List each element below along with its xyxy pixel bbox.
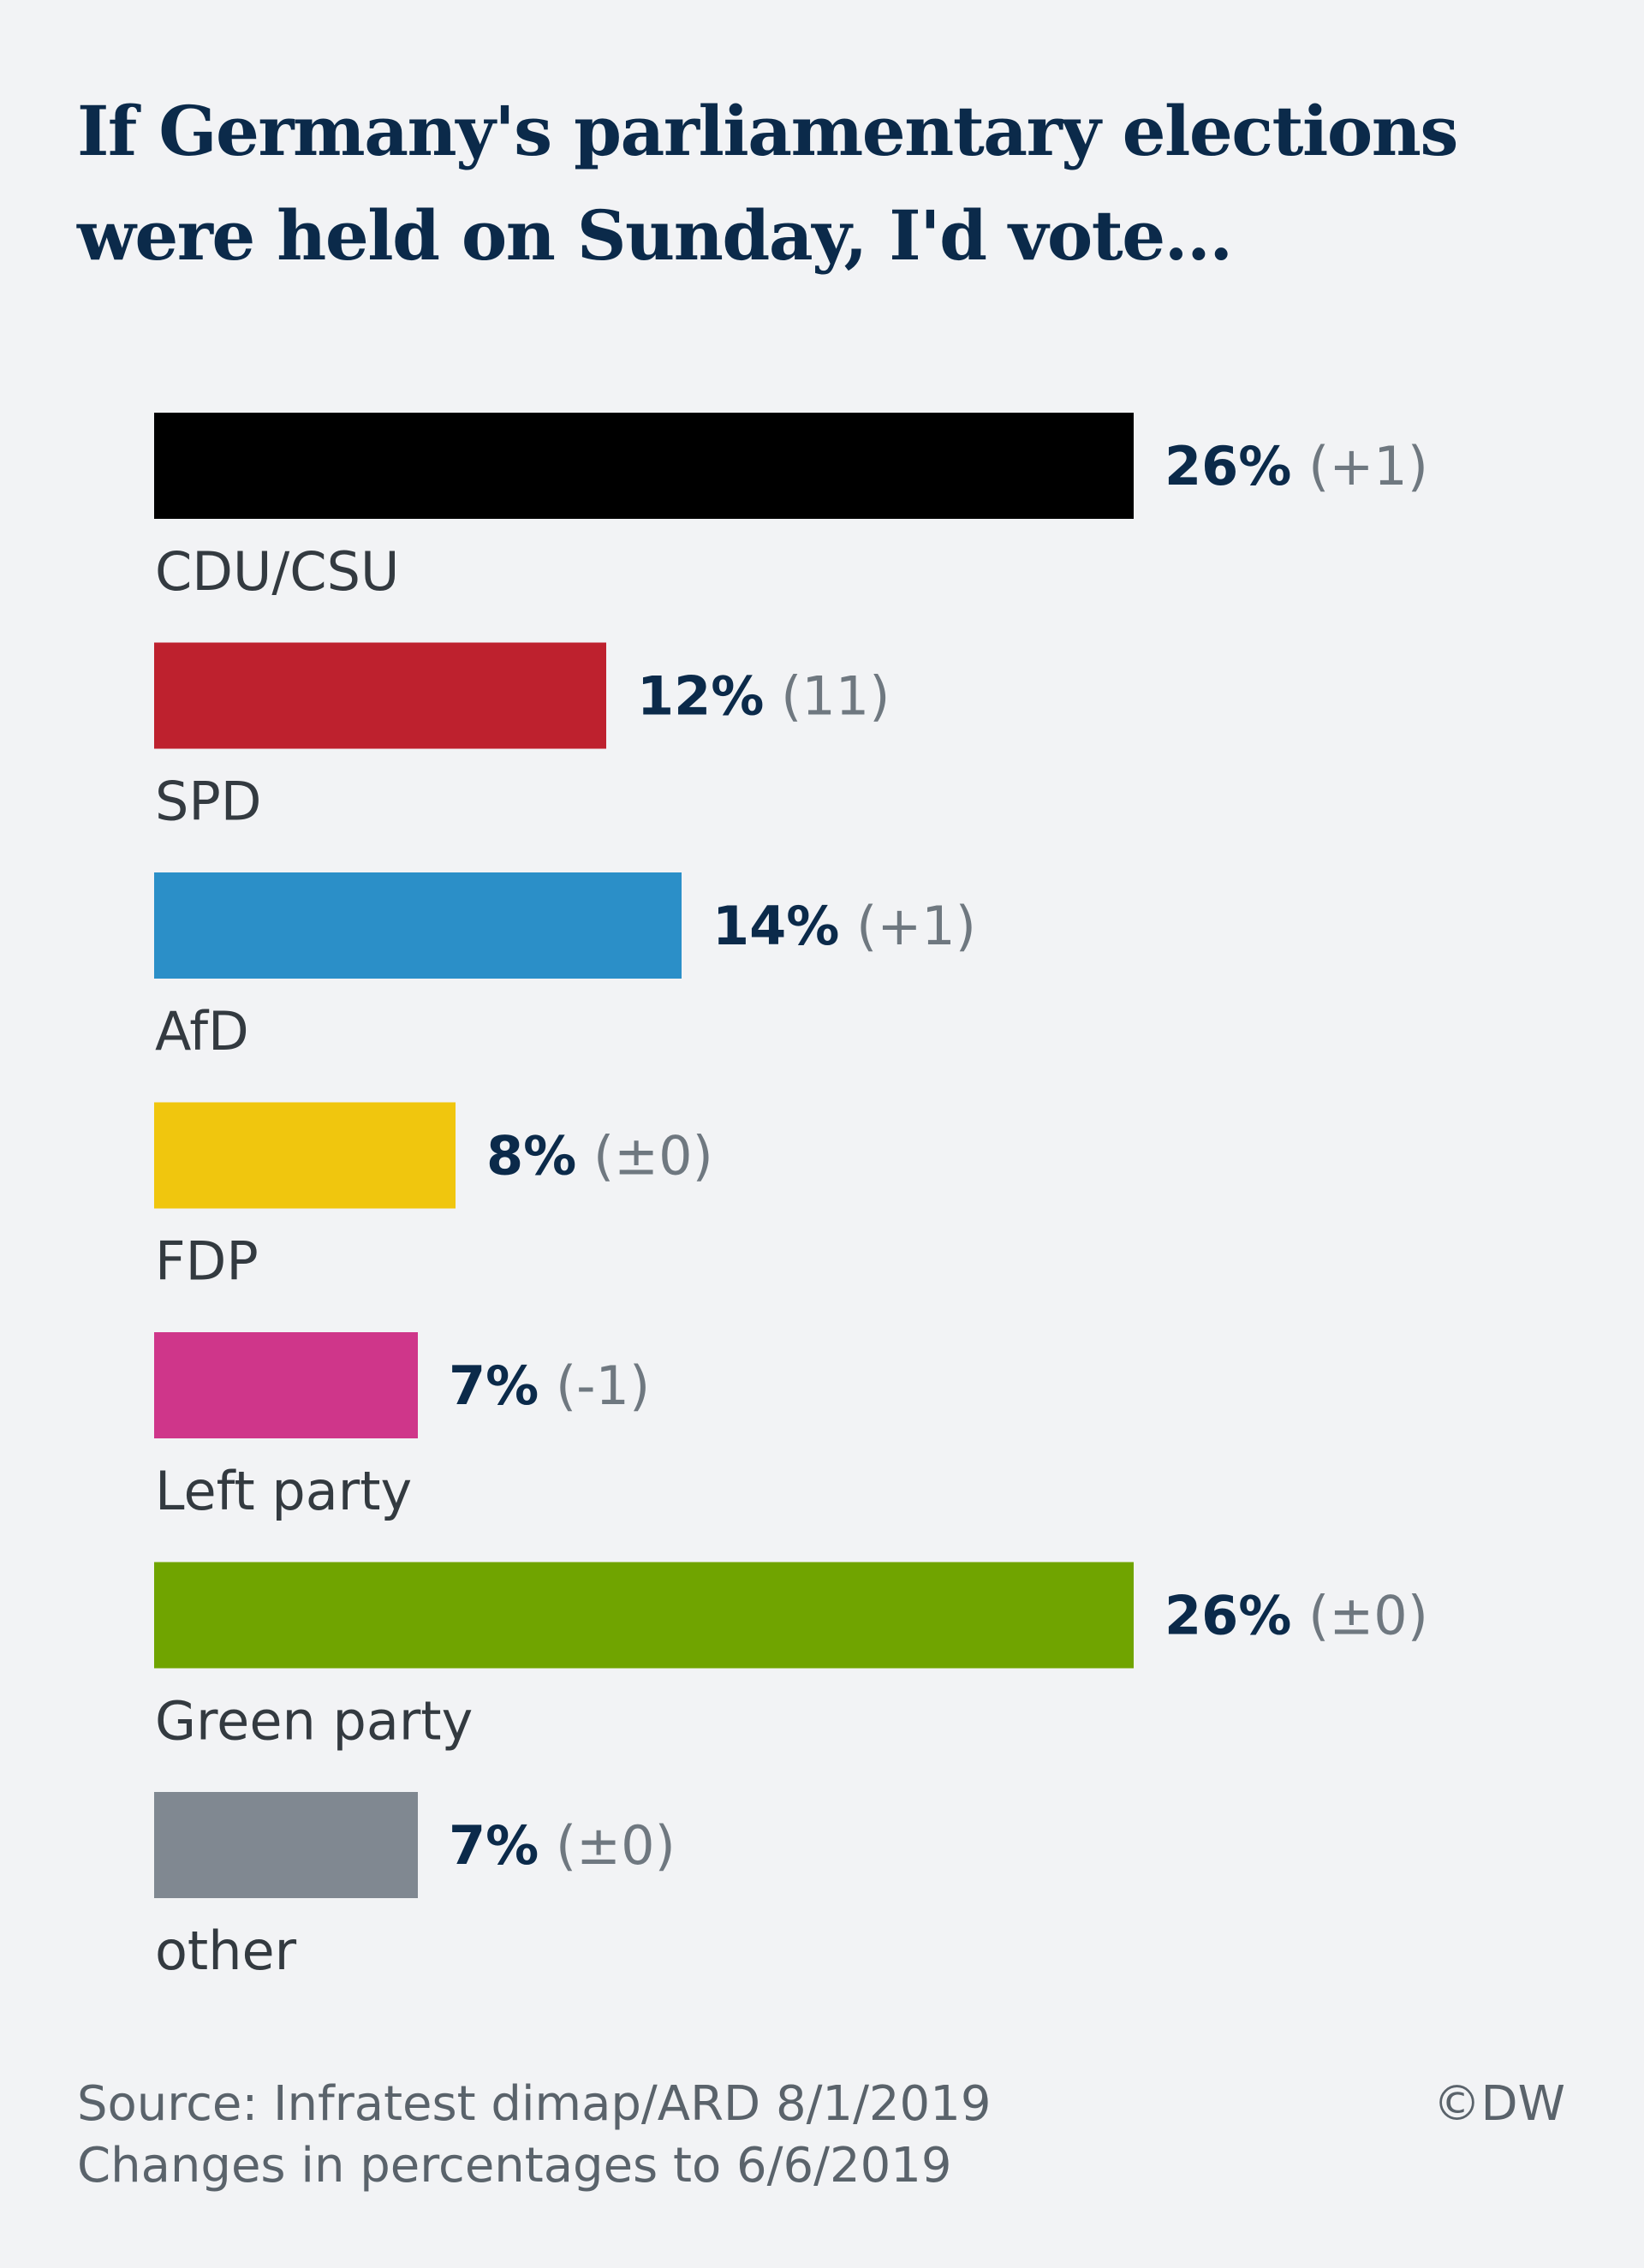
value-label-5: 26% (±0) <box>1164 1584 1428 1646</box>
change-label-6: (±0) <box>556 1814 676 1877</box>
category-label-6: other <box>155 1920 297 1982</box>
value-label-1: 12% (11) <box>637 664 890 727</box>
change-label-3: (±0) <box>593 1124 713 1187</box>
value-number-2: 14% <box>712 895 839 957</box>
value-number-4: 7% <box>449 1354 539 1417</box>
bar-2 <box>154 872 682 979</box>
value-label-6: 7% (±0) <box>449 1814 676 1877</box>
change-label-4: (-1) <box>556 1354 650 1417</box>
credit-label: ©DW <box>1433 2076 1566 2132</box>
value-label-3: 8% (±0) <box>486 1124 713 1187</box>
category-label-2: AfD <box>155 1000 249 1063</box>
value-number-1: 12% <box>637 664 764 727</box>
bar-5 <box>154 1562 1134 1669</box>
change-label-5: (±0) <box>1308 1584 1428 1646</box>
changes-note: Changes in percentages to 6/6/2019 <box>77 2138 952 2194</box>
value-number-6: 7% <box>449 1814 539 1877</box>
bar-4 <box>154 1332 418 1438</box>
category-label-5: Green party <box>155 1690 473 1753</box>
category-label-4: Left party <box>155 1460 412 1522</box>
bar-6 <box>154 1792 418 1898</box>
chart-title: If Germany's parliamentary elections wer… <box>77 91 1458 276</box>
bar-3 <box>154 1102 456 1209</box>
value-label-4: 7% (-1) <box>449 1354 650 1417</box>
category-label-3: FDP <box>155 1230 259 1293</box>
category-label-1: SPD <box>155 771 261 833</box>
chart-footer: Source: Infratest dimap/ARD 8/1/2019 Cha… <box>77 2074 991 2197</box>
category-label-0: CDU/CSU <box>155 540 399 603</box>
value-number-3: 8% <box>486 1124 576 1187</box>
value-number-5: 26% <box>1164 1584 1291 1646</box>
value-label-0: 26% (+1) <box>1164 435 1428 497</box>
change-label-0: (+1) <box>1308 435 1428 497</box>
value-label-2: 14% (+1) <box>712 895 976 957</box>
value-number-0: 26% <box>1164 435 1291 497</box>
change-label-2: (+1) <box>856 895 976 957</box>
bar-0 <box>154 413 1134 519</box>
bar-1 <box>154 642 606 749</box>
source-note: Source: Infratest dimap/ARD 8/1/2019 <box>77 2076 992 2132</box>
change-label-1: (11) <box>781 664 890 727</box>
